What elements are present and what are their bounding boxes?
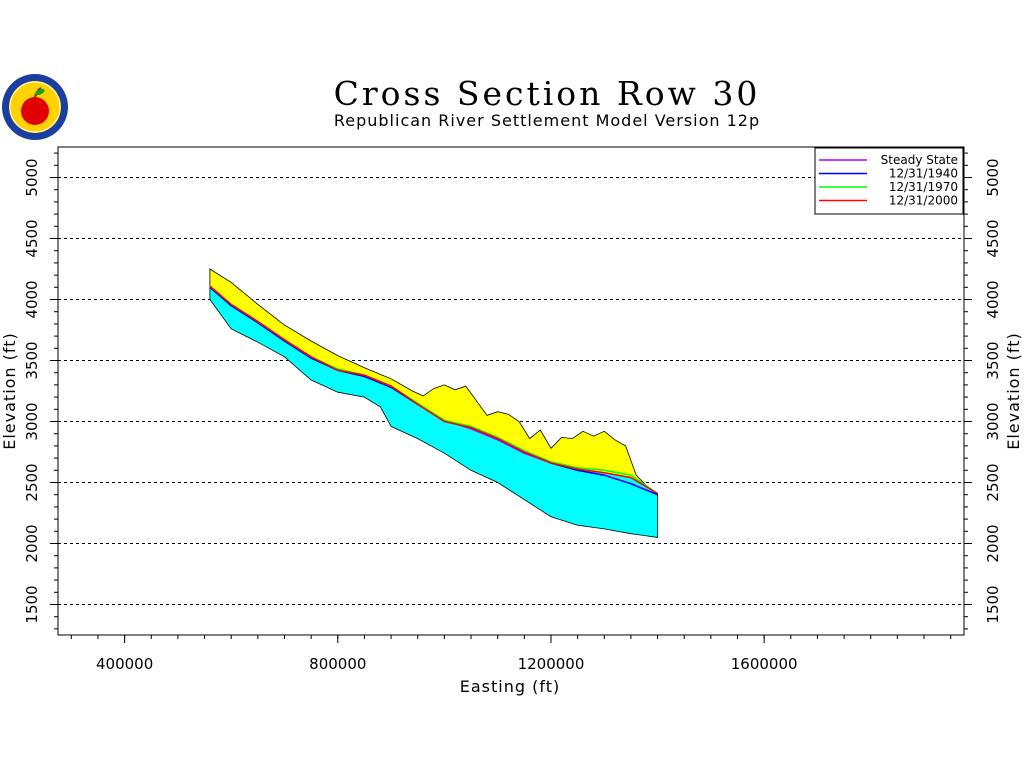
y-tick-label-left: 2000: [23, 524, 41, 562]
y-tick-label-right: 2500: [984, 463, 1002, 501]
y-tick-label-left: 3000: [23, 402, 41, 440]
y-tick-label-left: 4500: [23, 219, 41, 257]
seal-logo: [0, 72, 70, 142]
y-tick-label-left: 1500: [23, 585, 41, 623]
legend: Steady State12/31/194012/31/197012/31/20…: [814, 147, 964, 215]
y-tick-label-left: 4000: [23, 280, 41, 318]
legend-label: Steady State: [881, 153, 958, 167]
x-tick-label: 400000: [96, 655, 153, 673]
plot-frame: [57, 146, 965, 636]
chart-subtitle: Republican River Settlement Model Versio…: [333, 111, 761, 130]
y-axis-label-right: Elevation (ft): [1004, 332, 1023, 450]
legend-label: 12/31/1970: [889, 180, 958, 194]
legend-label: 12/31/1940: [889, 167, 958, 181]
x-tick-label: 1600000: [731, 655, 798, 673]
x-tick-label: 800000: [309, 655, 366, 673]
x-axis-label: Easting (ft): [460, 677, 560, 696]
y-tick-label-right: 3500: [984, 341, 1002, 379]
y-tick-label-right: 4500: [984, 219, 1002, 257]
y-tick-label-right: 4000: [984, 280, 1002, 318]
y-tick-label-right: 3000: [984, 402, 1002, 440]
y-tick-label-right: 2000: [984, 524, 1002, 562]
y-tick-label-right: 5000: [984, 158, 1002, 196]
y-tick-label-left: 3500: [23, 341, 41, 379]
x-tick-label: 1200000: [518, 655, 585, 673]
y-tick-label-left: 5000: [23, 158, 41, 196]
y-tick-label-left: 2500: [23, 463, 41, 501]
legend-box: [814, 147, 964, 215]
series-line: [209, 285, 658, 495]
unsaturated-zone-area: [209, 268, 658, 496]
chart-title: Cross Section Row 30: [333, 74, 761, 113]
legend-label: 12/31/2000: [889, 194, 958, 208]
y-axis-label-left: Elevation (ft): [0, 332, 19, 450]
y-tick-label-right: 1500: [984, 585, 1002, 623]
